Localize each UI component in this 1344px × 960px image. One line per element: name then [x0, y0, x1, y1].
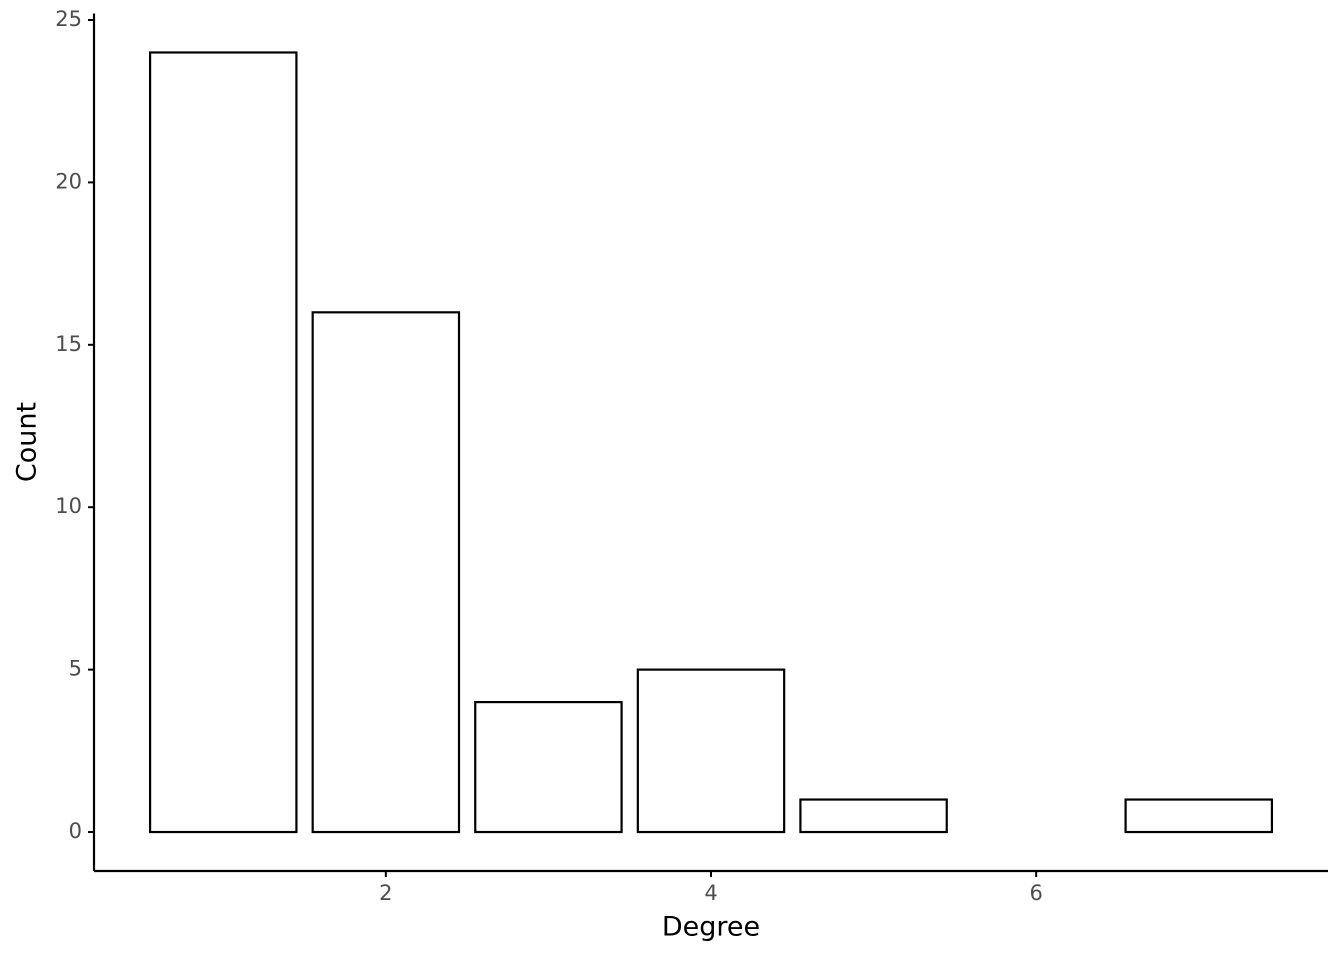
bar — [636, 668, 786, 834]
y-tick-label: 0 — [69, 819, 82, 843]
bar — [1124, 798, 1274, 834]
x-tick-label: 4 — [704, 881, 717, 905]
bar — [148, 51, 298, 834]
y-tick-label: 10 — [55, 494, 82, 518]
y-tick-label: 5 — [69, 657, 82, 681]
bar — [799, 798, 948, 834]
y-tick-label: 15 — [55, 332, 82, 356]
x-axis-title: Degree — [662, 912, 760, 943]
bar — [474, 700, 623, 834]
y-axis-title: Count — [12, 402, 43, 482]
x-tick-label: 6 — [1029, 881, 1042, 905]
y-tick-label: 25 — [55, 7, 82, 31]
x-tick-label: 2 — [379, 881, 392, 905]
bar — [311, 311, 461, 834]
y-tick-label: 20 — [55, 169, 82, 193]
